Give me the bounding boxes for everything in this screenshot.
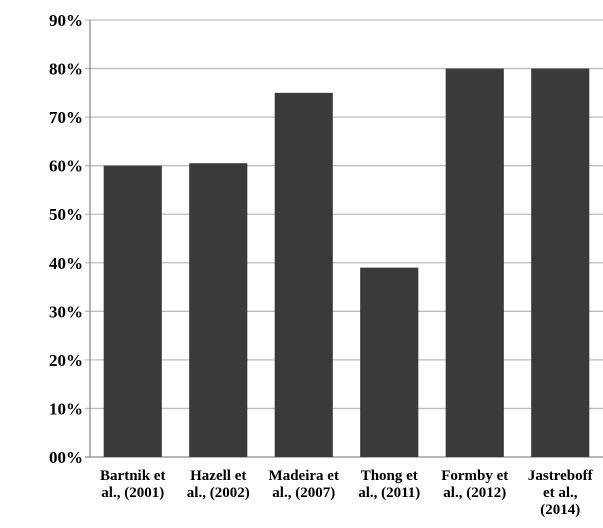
bars <box>103 68 590 458</box>
y-tick-label: 70% <box>49 108 83 127</box>
y-tick-label: 20% <box>49 351 83 370</box>
y-tick-label: 10% <box>49 399 83 418</box>
bar <box>360 267 419 457</box>
y-tick-label: 40% <box>49 254 83 273</box>
y-tick-label: 00% <box>49 448 83 467</box>
x-category-label: Hazell et al., (2002) <box>187 468 250 501</box>
y-tick-label: 60% <box>49 157 83 176</box>
gridlines <box>85 19 603 458</box>
bar <box>189 163 248 457</box>
x-category-label: Jastreboff et al., (2014) <box>528 468 594 518</box>
bar <box>445 68 504 458</box>
x-category-label: Formby et al., (2012) <box>441 468 508 501</box>
y-tick-label: 90% <box>49 11 83 30</box>
bar <box>103 165 162 457</box>
y-tick-label: 50% <box>49 205 83 224</box>
bar <box>531 68 590 458</box>
y-axis-ticks: 00% 10% 20% 30% 40% 50% 60% 70% 80% 90% <box>49 11 83 467</box>
y-tick-label: 30% <box>49 302 83 321</box>
x-category-label: Bartnik et al., (2001) <box>100 468 165 501</box>
bar <box>274 92 333 457</box>
x-category-label: Madeira et al., (2007) <box>269 468 339 501</box>
x-axis-labels: Bartnik et al., (2001) Hazell et al., (2002… <box>100 468 594 518</box>
y-tick-label: 80% <box>49 60 83 79</box>
x-category-label: Thong et al., (2011) <box>358 468 420 501</box>
